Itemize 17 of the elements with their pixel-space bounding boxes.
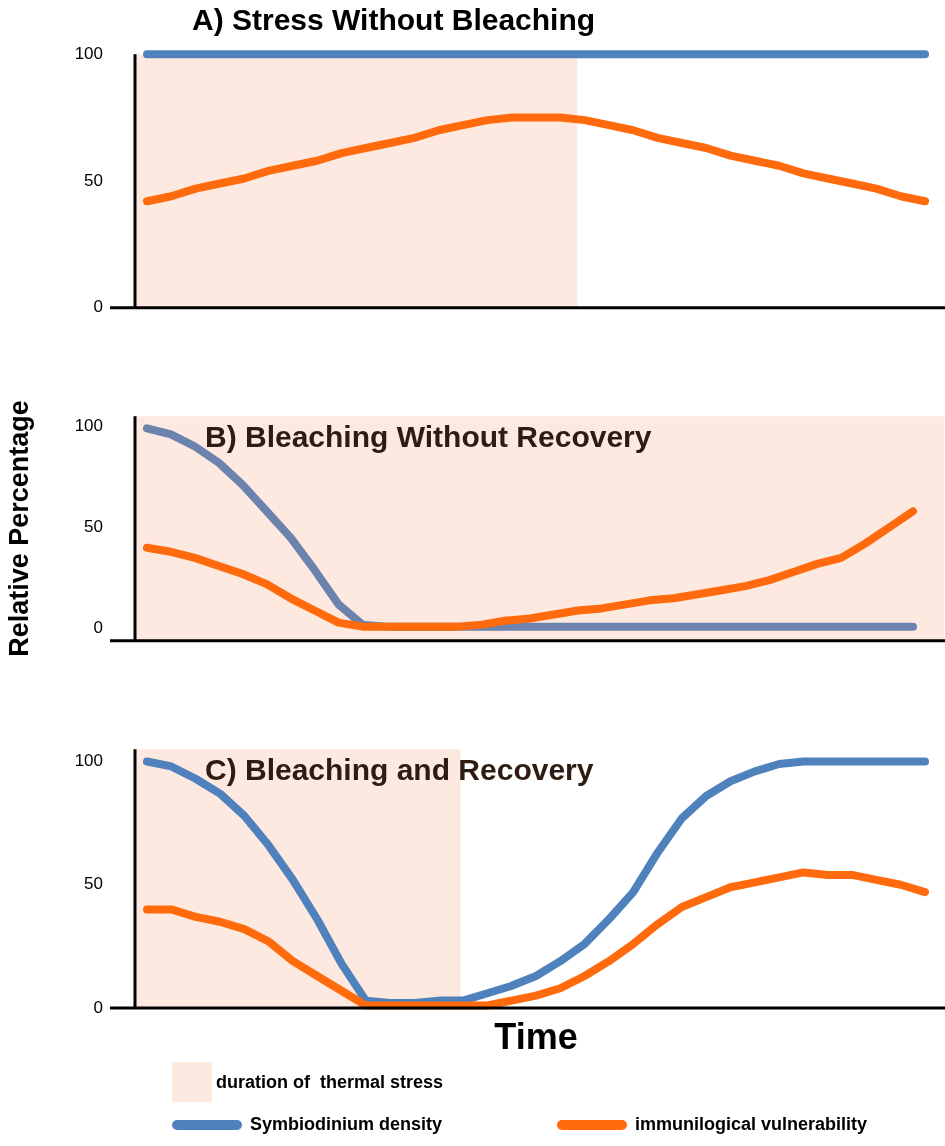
chart-title: A) Stress Without Bleaching — [192, 3, 596, 37]
y-tick-label: 0 — [93, 618, 103, 638]
y-axis-title: Relative Percentage — [3, 400, 34, 657]
y-tick-label: 100 — [74, 416, 103, 435]
legend-label: Symbiodinium density — [250, 1114, 443, 1135]
y-tick-label: 50 — [84, 874, 103, 894]
text: duration of thermal stress — [216, 1071, 444, 1093]
chart-title: B) Bleaching Without Recovery — [205, 420, 652, 454]
y-tick-label: 0 — [93, 997, 103, 1017]
legend-label: immunilogical vulnerability — [635, 1114, 868, 1135]
y-tick-label: 100 — [74, 751, 103, 771]
y-tick-label: 50 — [84, 517, 103, 537]
y-tick-label: 100 — [74, 43, 103, 63]
x-axis-title: Time — [494, 1016, 578, 1058]
chart-title: C) Bleaching and Recovery — [205, 753, 594, 787]
y-tick-label: 0 — [93, 297, 103, 317]
y-tick-label: 50 — [84, 170, 103, 190]
